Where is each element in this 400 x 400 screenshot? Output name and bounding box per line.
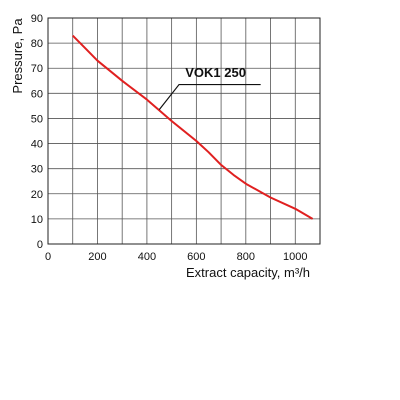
y-tick-label: 70	[31, 63, 43, 75]
y-tick-label: 90	[31, 13, 43, 25]
x-tick-label: 400	[138, 251, 156, 263]
series-line-vok1-250	[71, 34, 314, 220]
x-tick-label: 1000	[283, 251, 307, 263]
plot-frame	[47, 17, 321, 245]
y-axis-ticks: 0 10 20 30 40 50 60 70 80 90	[31, 13, 43, 251]
y-tick-label: 30	[31, 164, 43, 176]
series-label-leader	[158, 83, 261, 111]
y-tick-label: 20	[31, 189, 43, 201]
series-label: VOK1 250	[185, 65, 246, 80]
y-axis-title: Pressure, Pa	[10, 18, 25, 94]
x-axis-title: Extract capacity, m³/h	[186, 265, 310, 280]
x-tick-label: 800	[237, 251, 255, 263]
x-tick-label: 600	[187, 251, 205, 263]
y-tick-label: 10	[31, 214, 43, 226]
y-tick-label: 80	[31, 38, 43, 50]
x-tick-label: 0	[45, 251, 51, 263]
y-tick-label: 50	[31, 113, 43, 125]
x-tick-label: 200	[88, 251, 106, 263]
y-tick-label: 60	[31, 88, 43, 100]
y-tick-label: 0	[37, 239, 43, 251]
x-axis-ticks: 0 200 400 600 800 1000	[45, 251, 308, 263]
y-tick-label: 40	[31, 139, 43, 151]
grid-lines	[48, 18, 320, 244]
